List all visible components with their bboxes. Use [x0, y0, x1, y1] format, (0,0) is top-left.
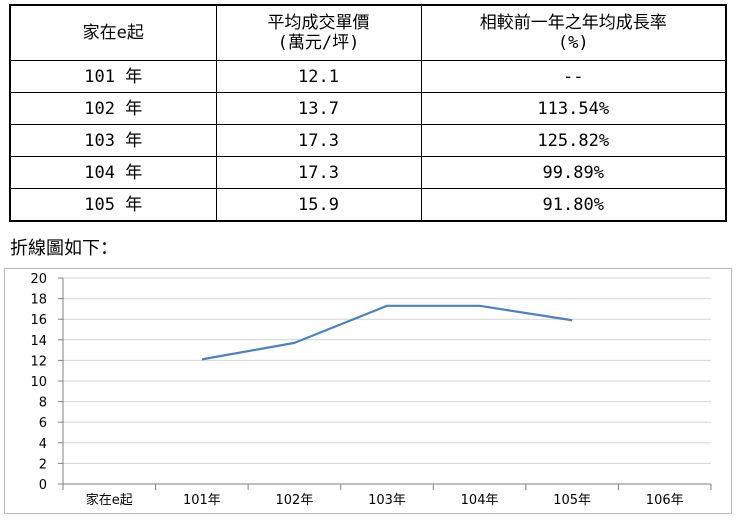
- header-avg-price: 平均成交單價 (萬元/坪): [215, 4, 422, 61]
- header-growth-rate: 相較前一年之年均成長率 (%): [420, 4, 727, 61]
- cell-year: 103 年: [9, 124, 217, 157]
- cell-year: 102 年: [9, 92, 217, 125]
- y-tick-label: 16: [30, 313, 47, 328]
- header-avg-price-unit: (萬元/坪): [277, 33, 360, 53]
- series-line: [201, 304, 573, 361]
- line-chart-svg: 0 2 4 6 8 10 12 14 16 18 20 家在e起 101年 102年 103年 104年 105…: [30, 272, 712, 508]
- x-tick-label: 105年: [553, 493, 591, 508]
- cell-growth: 113.54%: [420, 92, 727, 125]
- cell-price: 17.3: [215, 156, 422, 189]
- cell-year: 104 年: [9, 156, 217, 189]
- x-tick-label: 106年: [646, 493, 684, 508]
- cell-growth: 125.82%: [420, 124, 727, 157]
- header-growth-rate-label: 相較前一年之年均成長率: [479, 13, 667, 33]
- y-tick-label: 18: [30, 293, 47, 308]
- x-tick-label: 103年: [368, 493, 406, 508]
- y-tick-label: 6: [39, 416, 47, 431]
- table-row: 105 年 15.9 91.80%: [9, 188, 727, 222]
- price-table: 家在e起 平均成交單價 (萬元/坪) 相較前一年之年均成長率 (%) 101 年…: [9, 4, 727, 222]
- table-row: 104 年 17.3 99.89%: [9, 156, 727, 189]
- cell-price: 15.9: [215, 188, 422, 222]
- y-tick-label: 14: [30, 334, 47, 349]
- y-tick-label: 10: [30, 375, 47, 390]
- table-row: 101 年 12.1 --: [9, 60, 727, 93]
- cell-growth: 91.80%: [420, 188, 727, 222]
- y-tick-label: 20: [30, 272, 47, 287]
- cell-growth: --: [420, 60, 727, 93]
- line-chart: 0 2 4 6 8 10 12 14 16 18 20 家在e起 101年 102年 103年 104年 105…: [4, 268, 732, 514]
- table-row: 102 年 13.7 113.54%: [9, 92, 727, 125]
- header-growth-rate-unit: (%): [557, 33, 589, 53]
- x-tick-label: 101年: [183, 493, 221, 508]
- y-tick-label: 0: [39, 478, 47, 493]
- cell-price: 12.1: [215, 60, 422, 93]
- chart-caption: 折線圖如下：: [10, 238, 118, 259]
- cell-year: 105 年: [9, 188, 217, 222]
- x-tick-label: 102年: [276, 493, 314, 508]
- table-row: 103 年 17.3 125.82%: [9, 124, 727, 157]
- cell-year: 101 年: [9, 60, 217, 93]
- header-project-label: 家在e起: [82, 23, 144, 43]
- cell-price: 13.7: [215, 92, 422, 125]
- y-tick-label: 12: [30, 354, 47, 369]
- header-avg-price-label: 平均成交單價: [267, 13, 370, 33]
- x-tick-label: 104年: [461, 493, 499, 508]
- y-tick-label: 2: [39, 457, 47, 472]
- header-project: 家在e起: [9, 4, 217, 61]
- x-tick-label: 家在e起: [86, 492, 133, 508]
- cell-price: 17.3: [215, 124, 422, 157]
- y-tick-label: 4: [39, 437, 47, 452]
- cell-growth: 99.89%: [420, 156, 727, 189]
- y-tick-label: 8: [39, 396, 47, 411]
- table-header-row: 家在e起 平均成交單價 (萬元/坪) 相較前一年之年均成長率 (%): [9, 4, 727, 61]
